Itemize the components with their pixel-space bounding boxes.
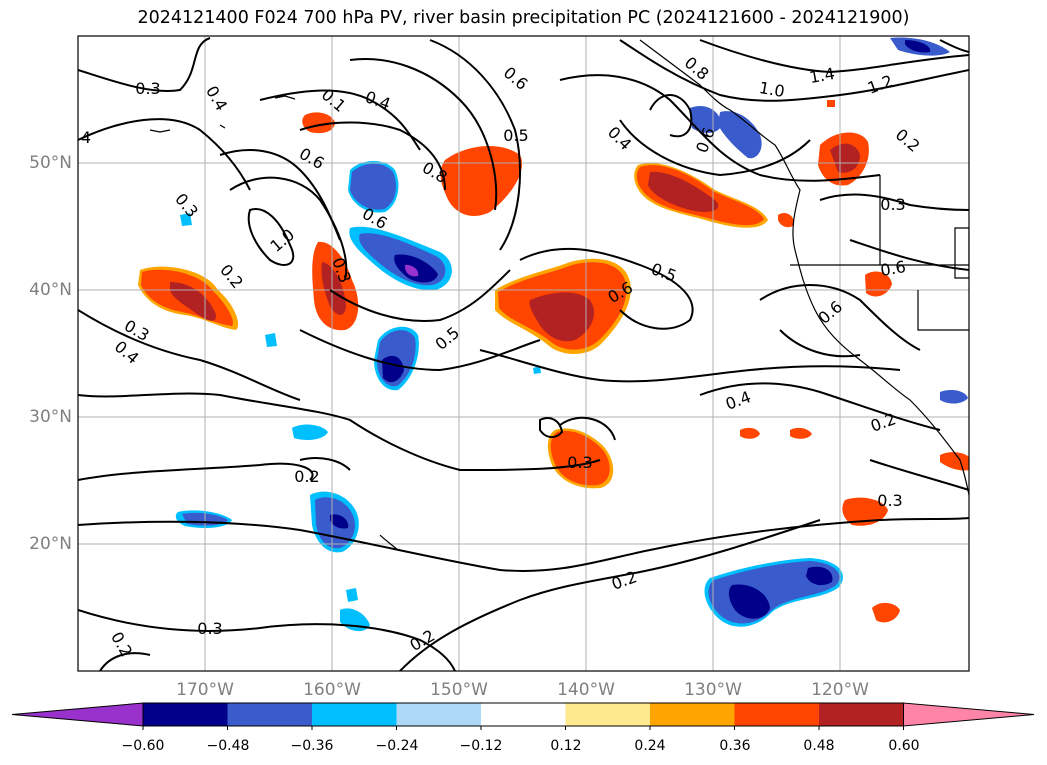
lon-label-120w: 120°W [811, 680, 869, 700]
colorbar-tick-label: −0.12 [459, 738, 503, 754]
lat-label-40n: 40°N [29, 280, 72, 300]
contour-label: 0.2 [406, 626, 438, 655]
contour-label: 0.2 [868, 409, 898, 436]
lon-label-140w: 140°W [557, 680, 615, 700]
contour-label: 1.4 [808, 64, 836, 87]
pv-contours [78, 37, 969, 671]
precip-negative-areas [175, 37, 968, 632]
contour-label: 0.5 [503, 126, 528, 145]
contour-label: 0.2 [107, 628, 136, 660]
contour-label: 0.4 [604, 123, 635, 154]
map-frame [77, 35, 970, 672]
graticule [78, 36, 969, 671]
contour-label: 0.4 [202, 82, 231, 114]
colorbar-tick-label: −0.48 [206, 738, 250, 754]
contour-label: 0.3 [880, 195, 905, 214]
colorbar-segment [312, 703, 397, 726]
contour-label: 0.4 [723, 387, 753, 414]
colorbar-segment [227, 703, 313, 726]
contour-label: 0.5 [431, 323, 463, 354]
lon-label-170w: 170°W [176, 680, 234, 700]
colorbar-tick-label: −0.60 [121, 738, 165, 754]
contour-label: 0.3 [877, 491, 902, 510]
colorbar-frame [142, 702, 904, 727]
colorbar [11, 702, 1035, 730]
lon-label-150w: 150°W [430, 680, 488, 700]
contour-label: 0.6 [814, 297, 846, 328]
colorbar-tick-label: 0.24 [634, 738, 666, 754]
colorbar-segment [143, 703, 228, 726]
contour-label: 0.6 [500, 63, 532, 94]
contour-label: 0.3 [171, 189, 202, 221]
contour-label: 0.3 [135, 79, 160, 98]
map-title: 2024121400 F024 700 hPa PV, river basin … [137, 8, 910, 28]
colorbar-tick-label: 0.60 [888, 738, 920, 754]
colorbar-tick-label: 0.12 [550, 738, 582, 754]
lon-label-130w: 130°W [684, 680, 742, 700]
colorbar-extend-low [11, 702, 144, 727]
contour-label: 1.2 [865, 71, 895, 98]
contour-label: 0.2 [892, 125, 924, 156]
contour-label: 1.0 [758, 78, 786, 101]
colorbar-segment [819, 703, 904, 726]
lon-label-160w: 160°W [303, 680, 361, 700]
colorbar-segment [481, 703, 566, 726]
contour-label: 0.3 [197, 619, 222, 638]
colorbar-segment [734, 703, 820, 726]
lat-label-50n: 50°N [29, 153, 72, 173]
contour-label: 0.2 [294, 467, 319, 486]
contour-label: 0.3 [567, 453, 592, 472]
colorbar-tick-label: −0.36 [290, 738, 334, 754]
contour-label: 0.4 [363, 87, 393, 114]
contour-label: 0.2 [216, 260, 247, 292]
lat-label-30n: 30°N [29, 407, 72, 427]
lat-label-20n: 20°N [29, 534, 72, 554]
colorbar-tick-label: 0.36 [719, 738, 751, 754]
contour-label: 0.6 [879, 257, 907, 280]
contour-label: 0.2 [609, 567, 639, 594]
contour-label: 4 [81, 128, 91, 147]
colorbar-tick-label: −0.24 [375, 738, 419, 754]
map-content [78, 36, 969, 671]
precip-positive-areas [138, 100, 969, 623]
colorbar-tick-label: 0.48 [803, 738, 835, 754]
contour-label: 0.6 [296, 144, 328, 173]
coastlines [149, 39, 969, 551]
colorbar-segment [396, 703, 482, 726]
colorbar-segment [650, 703, 735, 726]
colorbar-extend-high [903, 702, 1035, 727]
colorbar-segment [565, 703, 651, 726]
